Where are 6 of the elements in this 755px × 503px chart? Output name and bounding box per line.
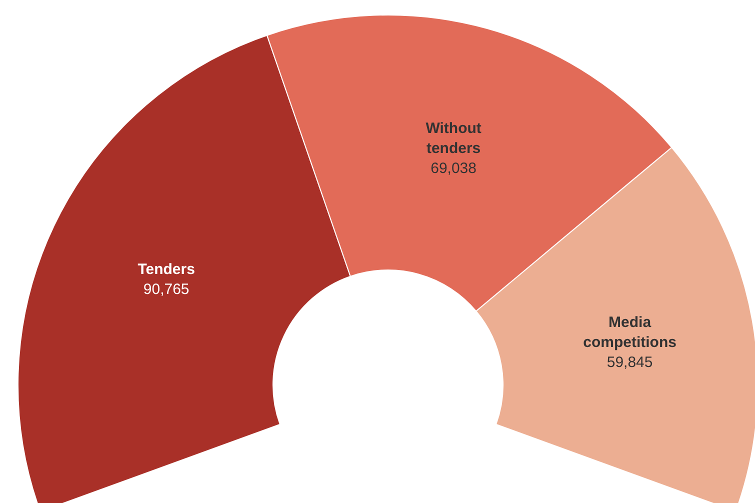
slice-label: Without tenders [426, 120, 482, 157]
data-label: 69,038 [430, 160, 476, 177]
slice-label: Media competitions [583, 314, 676, 351]
slice-label: Tenders [138, 260, 195, 278]
data-label: 90,765 [143, 280, 190, 298]
data-label: 59,845 [606, 354, 653, 371]
